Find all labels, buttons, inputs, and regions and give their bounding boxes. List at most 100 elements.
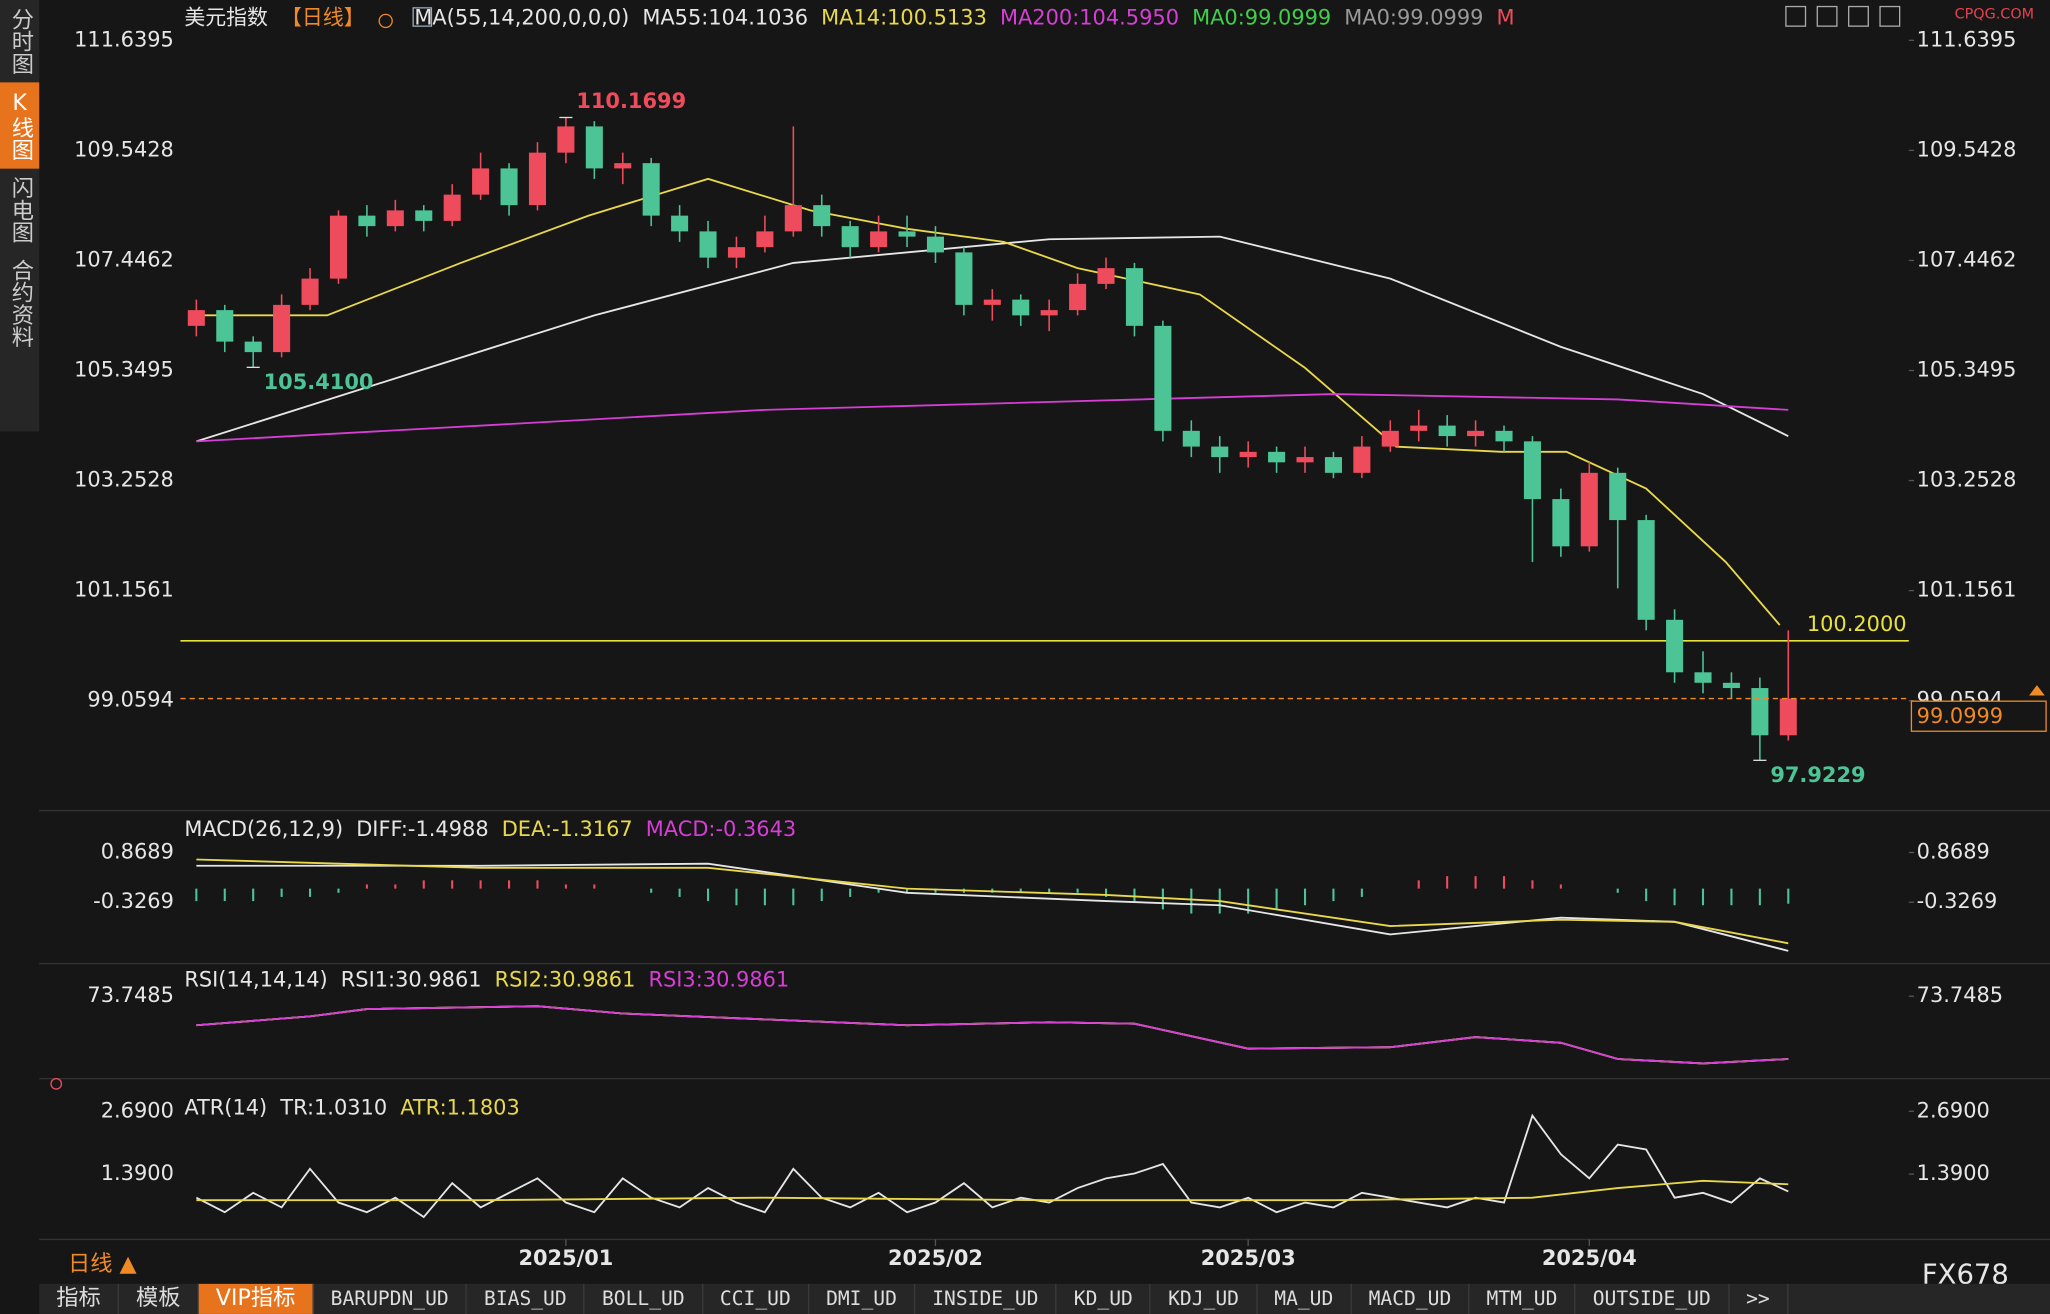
settings-icon[interactable] (50, 1077, 63, 1090)
candle-body (557, 126, 575, 153)
toolbar-icon[interactable] (1816, 5, 1838, 27)
extreme-label: 105.4100 (264, 370, 374, 394)
x-tick-label: 2025/01 (518, 1246, 613, 1270)
legend-entry: MA0:99.0999 (1192, 5, 1331, 29)
candle-body (1523, 441, 1541, 500)
indicator-tab[interactable]: OUTSIDE_UD (1576, 1283, 1730, 1314)
candle-body (1637, 520, 1655, 620)
y-tick-label: 0.8689 (101, 840, 174, 864)
indicator-tab[interactable]: CCI_UD (703, 1283, 810, 1314)
sidebar-tab[interactable]: 闪电图 (6, 176, 33, 244)
y-tick-label-right: 2.6900 (1917, 1098, 1990, 1122)
y-tick-label: 73.7485 (87, 983, 173, 1007)
candle-body (472, 168, 490, 195)
extreme-label: 110.1699 (576, 89, 686, 113)
indicator-line (196, 858, 1789, 945)
add-icon[interactable] (378, 13, 393, 29)
indicator-line (195, 1113, 1789, 1219)
candle-body (358, 215, 376, 227)
candle-body (1012, 299, 1030, 316)
candle-body (784, 205, 802, 232)
y-tick-label: 107.4462 (74, 247, 174, 271)
candle-body (642, 163, 660, 216)
indicator-tab[interactable]: KD_UD (1057, 1283, 1152, 1314)
indicator-tab[interactable]: MACD_UD (1352, 1283, 1470, 1314)
candle-body (983, 299, 1001, 305)
candle-body (1751, 688, 1769, 736)
period-button[interactable]: 日线 ▲ (68, 1251, 138, 1277)
y-tick-label-right: 107.4462 (1917, 247, 2017, 271)
y-tick-label-right: 73.7485 (1917, 983, 2003, 1007)
candle-body (1125, 268, 1143, 326)
toolbar-icon[interactable] (1848, 5, 1869, 27)
legend-entry: MA55:104.1036 (642, 5, 808, 29)
indicator-line (196, 177, 1781, 626)
candle-body (244, 341, 262, 353)
candle-body (841, 226, 859, 248)
legend-entry: RSI2:30.9861 (495, 968, 636, 992)
y-tick-label-right: 1.3900 (1917, 1161, 1990, 1185)
candle-body (187, 310, 205, 326)
indicator-tab[interactable]: BOLL_UD (585, 1283, 703, 1314)
x-tick-label: 2025/03 (1201, 1246, 1296, 1270)
y-tick-label: 101.1561 (74, 578, 174, 602)
indicator-tab[interactable]: INSIDE_UD (915, 1283, 1057, 1314)
sidebar: 分时图 K线图 闪电图 合约资料 (0, 0, 40, 432)
indicator-tab[interactable]: >> (1729, 1283, 1788, 1314)
indicator-tab[interactable]: MA_UD (1257, 1283, 1352, 1314)
sidebar-tab[interactable]: 合约资料 (6, 258, 33, 348)
y-tick-label: 109.5428 (74, 137, 174, 161)
indicator-tab[interactable]: KDJ_UD (1151, 1283, 1258, 1314)
indicator-tab[interactable]: DMI_UD (809, 1283, 916, 1314)
candle-body (1580, 472, 1598, 547)
candle-body (926, 236, 944, 253)
y-tick-label: 99.0594 (87, 688, 173, 712)
candle-body (1410, 425, 1428, 431)
indicator-tab[interactable]: 模板 (119, 1283, 199, 1314)
legend-entry: MA200:104.5950 (1000, 5, 1179, 29)
candle-body (756, 231, 774, 248)
toolbar-icon[interactable] (1879, 5, 1901, 27)
indicator-tab[interactable]: MTM_UD (1470, 1283, 1576, 1314)
toolbar-icon[interactable] (1785, 5, 1807, 27)
symbol-name: 美元指数 (184, 5, 268, 29)
sidebar-tab[interactable]: K线图 (0, 82, 40, 169)
period: 【日线】 (281, 5, 365, 29)
candle-body (273, 304, 291, 353)
indicator-tab[interactable]: BARUPDN_UD (314, 1283, 468, 1314)
candle-body (415, 210, 433, 221)
indicator-icon[interactable] (412, 7, 433, 27)
candle-body (1268, 451, 1286, 463)
sidebar-tab[interactable]: 分时图 (6, 7, 33, 75)
legend-entry: DIFF:-1.4988 (356, 817, 488, 841)
last-price-label: 99.0999 (1917, 704, 2003, 728)
candle-body (870, 231, 888, 248)
candle-body (1609, 472, 1627, 521)
y-tick-label-right: 105.3495 (1917, 358, 2017, 382)
candle-body (216, 310, 234, 342)
candle-body (329, 215, 348, 279)
candle-body (1097, 268, 1115, 284)
indicator-tab[interactable]: 指标 (39, 1283, 119, 1314)
indicator-title: MACD(26,12,9) (184, 817, 343, 841)
indicator-tabs: 指标 模板 VIP指标 BARUPDN_UD BIAS_UD BOLL_UD CCI_UD D… (39, 1283, 2050, 1314)
candle-body (1239, 451, 1257, 458)
indicator-tab[interactable]: VIP指标 (198, 1283, 314, 1314)
candle-body (1040, 310, 1058, 316)
candle-body (1467, 430, 1485, 437)
last-price-box (1910, 700, 2047, 732)
x-tick-label: 2025/04 (1542, 1246, 1637, 1270)
legend-entry: MA0:99.0999 (1344, 5, 1483, 29)
legend-entry: RSI3:30.9861 (648, 968, 789, 992)
watermark: CPQG.COM (1955, 6, 2034, 22)
candle-body (1069, 283, 1087, 311)
ma-params: MA(55,14,200,0,0,0) (414, 5, 629, 29)
y-tick-label: -0.3269 (93, 889, 174, 913)
y-tick-label: 1.3900 (101, 1161, 174, 1185)
y-tick-label-right: 0.8689 (1917, 840, 1990, 864)
indicator-tab[interactable]: BIAS_UD (467, 1283, 585, 1314)
indicator-line (196, 1179, 1789, 1202)
price-marker (2029, 685, 2045, 696)
candle-body (1353, 446, 1371, 473)
